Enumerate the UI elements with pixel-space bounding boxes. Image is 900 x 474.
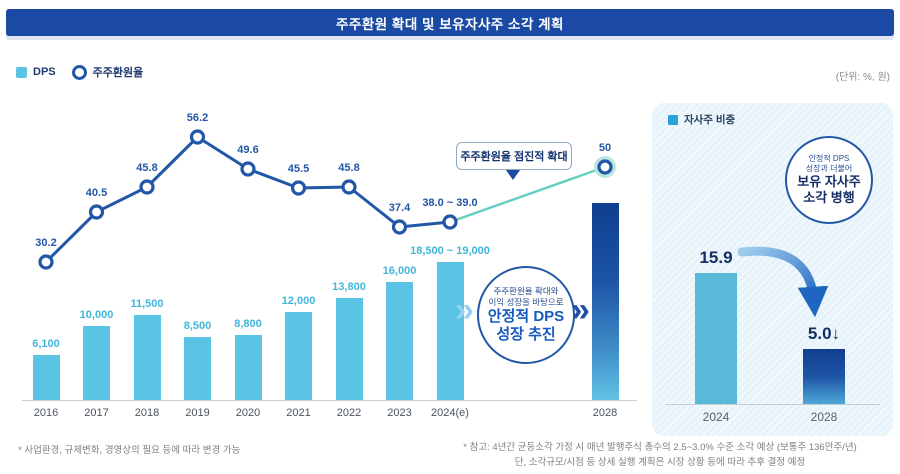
dps-bar [386, 282, 413, 400]
footnote-right-line2: 단, 소각규모/시점 등 상세 실행 계획은 시장 상황 등에 따라 추후 결정… [514, 457, 806, 468]
footnote-right-line1: * 참고: 4년간 균등소각 가정 시 매년 발행주식 총수의 2.5~3.0%… [463, 442, 857, 453]
goal-circle-main-small-line: 이익 성장을 바탕으로 [488, 297, 564, 307]
return-point-label: 50 [598, 142, 612, 154]
dps-bar [436, 262, 464, 400]
main-legend: DPS 주주환원율 [16, 64, 144, 80]
treasury-bar [803, 349, 845, 404]
target-dps-bar [591, 203, 619, 400]
goal-circle-main-small-line: 주주환원율 확대와 [493, 286, 559, 296]
dps-bar [285, 312, 312, 400]
x-axis-label: 2020 [235, 407, 261, 419]
panel-axis-line [666, 404, 880, 405]
goal-circle-main: 주주환원율 확대와 이익 성장을 바탕으로 안정적 DPS 성장 추진 [477, 266, 575, 364]
chevrons-left-icon: » [455, 291, 474, 329]
return-rate-legend-label: 주주환원율 [92, 67, 144, 79]
goal-circle-treasury-big-line: 보유 자사주 [797, 174, 861, 189]
dps-bar-label: 6,100 [32, 338, 60, 350]
return-point-label: 45.8 [338, 162, 360, 174]
x-axis-label: 2024(e) [431, 407, 469, 419]
goal-circle-main-big-line: 성장 추진 [496, 326, 556, 343]
callout-pointer-icon [506, 170, 520, 180]
dps-bar [184, 337, 211, 400]
dps-legend-swatch-icon [16, 66, 27, 78]
unit-label: (단위: %, 원) [835, 72, 890, 83]
page-title-bar: 주주환원 확대 및 보유자사주 소각 계획 [6, 9, 894, 36]
treasury-bar [695, 273, 737, 404]
dps-bar-label: 18,500 ~ 19,000 [410, 245, 490, 257]
dps-bar-label: 13,800 [332, 281, 366, 293]
return-point-label: 40.5 [85, 187, 108, 199]
dps-bar [83, 326, 110, 400]
callout-box: 주주환원율 점진적 확대 [456, 142, 572, 170]
return-rate-legend-marker-icon [71, 64, 87, 80]
dps-bar [335, 298, 363, 400]
goal-circle-treasury-small-line: 안정적 DPS [808, 154, 850, 163]
dps-bar-label: 8,500 [183, 320, 212, 332]
goal-circle-treasury-big-line: 소각 병행 [803, 190, 855, 205]
x-axis-label: 2022 [336, 407, 362, 419]
chevrons-right-icon: » [571, 291, 590, 329]
dps-bar-label: 10,000 [79, 309, 114, 321]
page-title: 주주환원 확대 및 보유자사주 소각 계획 [336, 16, 564, 32]
dps-bar [32, 355, 60, 400]
dps-bar-label: 16,000 [382, 265, 417, 277]
return-point-label: 30.2 [35, 237, 57, 249]
x-axis-label: 2017 [84, 407, 109, 419]
callout-text: 주주환원율 점진적 확대 [460, 151, 568, 163]
x-axis-label: 2019 [185, 407, 210, 419]
x-axis-label: 2016 [33, 407, 59, 419]
dps-bar-label: 12,000 [281, 295, 316, 307]
footnote-left: * 사업환경, 규제변화, 경영상의 필요 등에 따라 변경 가능 [18, 445, 241, 456]
goal-circle-main-big-line: 안정적 DPS [487, 308, 565, 325]
dps-bar [234, 335, 262, 400]
treasury-x-label: 2028 [810, 410, 838, 424]
treasury-bar-label: 5.0↓ [807, 324, 841, 343]
goal-circle-treasury-small-line: 성장과 더불어 [805, 164, 853, 173]
dps-bar [133, 315, 161, 400]
treasury-x-label: 2024 [702, 410, 730, 424]
treasury-bar-label: 15.9 [699, 248, 733, 267]
treasury-legend-label: 자사주 비중 [684, 114, 736, 126]
return-point-label: 45.8 [136, 162, 158, 174]
dps-bar-label: 11,500 [130, 298, 164, 310]
return-point-label: 56.2 [186, 112, 209, 124]
dps-bar-label: 8,800 [234, 318, 262, 330]
x-axis-label: 2023 [387, 407, 412, 419]
goal-circle-treasury: 안정적 DPS 성장과 더불어 보유 자사주 소각 병행 [785, 136, 873, 224]
main-axis-line [22, 400, 637, 401]
treasury-panel-legend: 자사주 비중 [668, 112, 735, 127]
x-axis-label: 2021 [286, 407, 311, 419]
return-point-label: 49.6 [237, 144, 259, 156]
x-axis-label: 2018 [134, 407, 160, 419]
dps-legend-label: DPS [33, 66, 56, 78]
x-axis-label: 2028 [592, 407, 618, 419]
footnote-right: * 참고: 4년간 균등소각 가정 시 매년 발행주식 총수의 2.5~3.0%… [424, 440, 896, 470]
treasury-legend-swatch-icon [668, 114, 678, 125]
return-point-label: 38.0 ~ 39.0 [422, 197, 478, 209]
